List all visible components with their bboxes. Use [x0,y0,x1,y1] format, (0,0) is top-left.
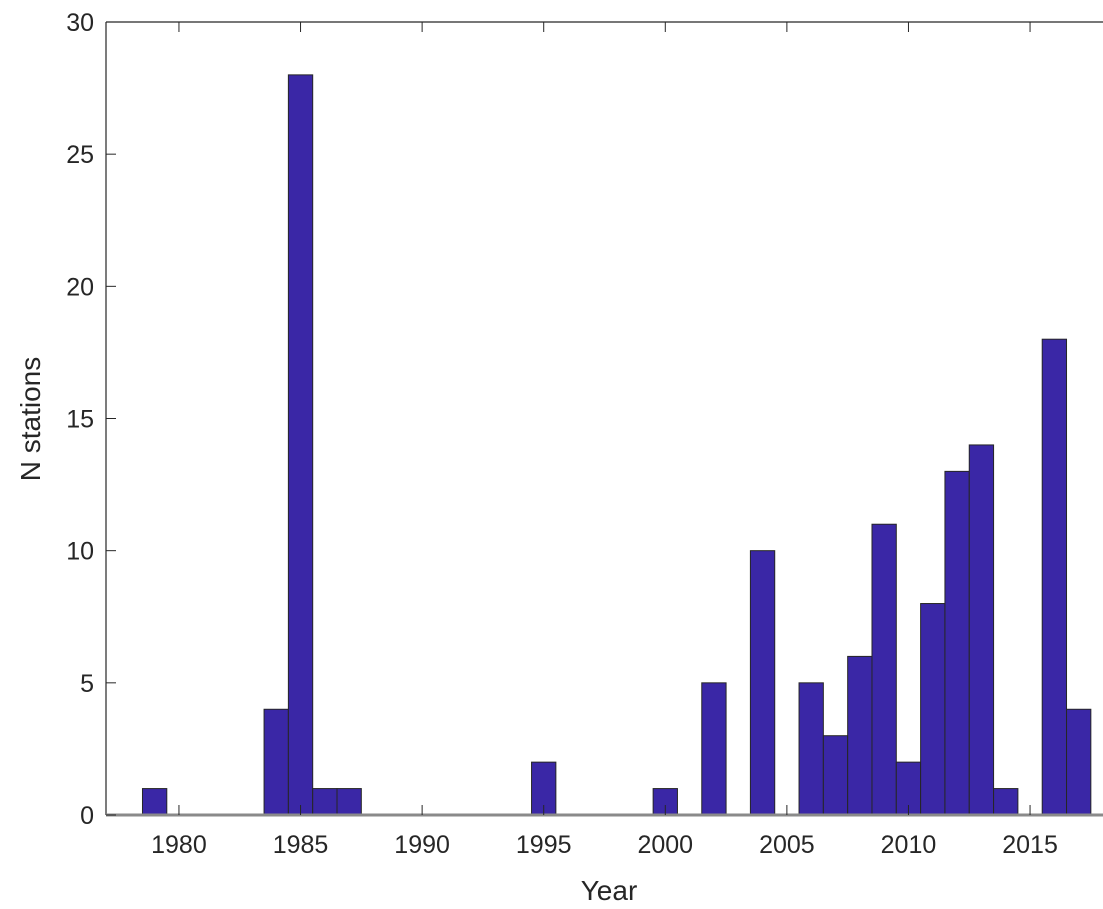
bar-2007 [822,735,849,816]
x-tick-label: 1980 [151,831,207,859]
bar-2017 [1066,708,1092,816]
bar-1987 [336,788,362,816]
x-tick-label: 1990 [394,831,450,859]
bars-group [141,74,1092,816]
bar-1984 [263,708,289,816]
bar-1985 [287,74,314,816]
y-tick-label: 25 [66,141,94,169]
y-tick-label: 0 [80,802,94,830]
x-tick-label: 2015 [1002,831,1058,859]
y-tick-label: 15 [66,406,94,434]
x-tick-label: 2000 [637,831,693,859]
bar-1979 [141,788,168,816]
y-tick-label: 30 [66,9,94,37]
bar-2011 [920,603,946,816]
bar-2016 [1041,338,1068,816]
bar-2006 [798,682,824,816]
bar-2013 [968,444,995,816]
bar-2008 [847,655,873,816]
x-tick-label: 2010 [881,831,937,859]
bar-1986 [312,788,338,816]
y-tick-label: 5 [80,670,94,698]
bar-2009 [871,523,897,816]
bar-2004 [749,550,776,816]
x-tick-label: 2005 [759,831,815,859]
bar-2002 [701,682,727,816]
y-tick-label: 20 [66,273,94,301]
axes-group: 0 5 10 15 20 25 30 1980 1985 1990 1995 2000 2005 2010… [66,9,1103,859]
y-axis-title: N stations [15,357,46,482]
bar-2012 [944,470,970,816]
x-tick-label: 1985 [273,831,329,859]
x-axis-title: Year [581,875,638,906]
bar-2014 [993,788,1019,816]
y-tick-label: 10 [66,538,94,566]
x-tick-label: 1995 [516,831,572,859]
